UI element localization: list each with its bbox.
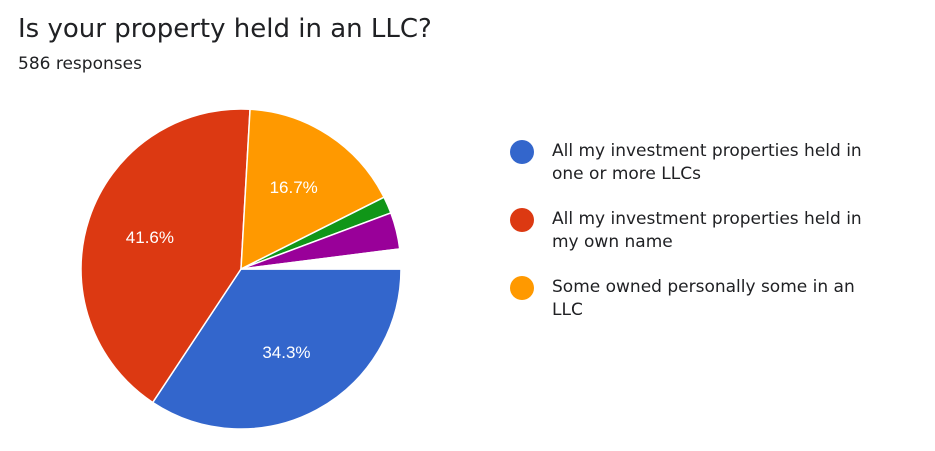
chart-title: Is your property held in an LLC? — [18, 14, 432, 44]
legend-marker — [510, 276, 534, 300]
legend-marker — [510, 140, 534, 164]
chart: 34.3% 41.6% 16.7% — [80, 108, 402, 430]
slice-label: 41.6% — [126, 228, 174, 247]
pie-slice — [80, 108, 251, 404]
legend-item[interactable]: All my investment properties held in one… — [510, 140, 890, 186]
pie-slice — [240, 108, 386, 271]
legend-marker — [510, 208, 534, 232]
legend-label: All my investment properties held in my … — [552, 209, 862, 252]
legend-item[interactable]: Some owned personally some in an LLC — [510, 276, 890, 322]
legend: All my investment properties held in one… — [510, 140, 890, 344]
pie-slice — [240, 248, 402, 270]
slice-label: 16.7% — [270, 178, 318, 197]
legend-label: Some owned personally some in an LLC — [552, 277, 855, 320]
chart-subtitle: 586 responses — [18, 54, 142, 74]
slice-label: 34.3% — [262, 343, 310, 362]
legend-label: All my investment properties held in one… — [552, 141, 862, 184]
legend-item[interactable]: All my investment properties held in my … — [510, 208, 890, 254]
